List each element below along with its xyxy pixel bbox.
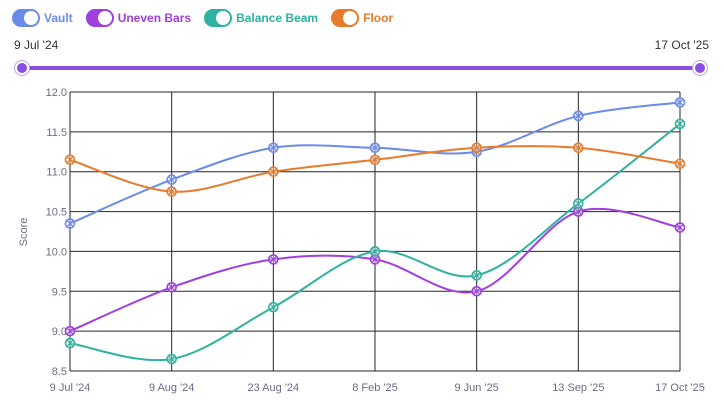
toggle-switch-icon[interactable] (85, 9, 114, 27)
x-tick-label: 9 Aug '24 (149, 382, 195, 394)
data-point-vault[interactable] (166, 174, 177, 185)
data-point-vault[interactable] (64, 218, 76, 229)
data-point-uneven-bars[interactable] (471, 285, 482, 297)
data-point-balance-beam[interactable] (268, 301, 279, 313)
range-end-handle[interactable] (693, 61, 707, 75)
data-point-uneven-bars[interactable] (674, 222, 686, 233)
data-point-balance-beam[interactable] (674, 118, 686, 130)
axes: 12.0 11.5 11.0 10.5 10.0 9.5 9.0 8.5 9 Jul '24 9 … (46, 87, 705, 394)
y-tick-label: 12.0 (46, 87, 67, 99)
data-point-uneven-bars[interactable] (369, 254, 381, 265)
range-slider-track[interactable] (22, 66, 700, 70)
legend-label: Balance Beam (236, 11, 319, 25)
y-tick-label: 11.0 (46, 167, 67, 179)
data-point-uneven-bars[interactable] (573, 206, 584, 217)
legend-label: Vault (44, 11, 73, 25)
data-point-balance-beam[interactable] (64, 337, 76, 349)
y-tick-label: 10.5 (46, 207, 67, 219)
series-layer (64, 97, 686, 365)
toggle-switch-icon[interactable] (12, 9, 40, 27)
data-point-floor[interactable] (674, 158, 686, 170)
data-point-vault[interactable] (674, 97, 686, 108)
range-start-label: 9 Jul '24 (14, 38, 59, 52)
legend-item-vault[interactable]: Vault (12, 9, 73, 27)
data-point-uneven-bars[interactable] (268, 254, 279, 265)
data-point-balance-beam[interactable] (166, 353, 177, 365)
legend-item-floor[interactable]: Floor (331, 9, 393, 27)
data-point-vault[interactable] (268, 142, 279, 154)
data-point-floor[interactable] (369, 154, 381, 166)
data-point-balance-beam[interactable] (573, 198, 584, 209)
x-tick-label: 9 Jul '24 (50, 382, 91, 394)
y-tick-label: 9.5 (52, 286, 67, 298)
range-end-label: 17 Oct '25 (654, 38, 709, 52)
x-tick-label: 9 Jun '25 (455, 382, 499, 394)
legend-label: Uneven Bars (117, 11, 192, 25)
data-point-vault[interactable] (573, 110, 584, 122)
legend-item-uneven-bars[interactable]: Uneven Bars (85, 9, 192, 27)
grid (69, 91, 681, 372)
y-tick-label: 11.5 (46, 127, 67, 139)
x-tick-label: 17 Oct '25 (655, 382, 705, 394)
y-tick-label: 9.0 (52, 326, 67, 338)
y-axis-title: Score (18, 218, 30, 247)
data-point-floor[interactable] (64, 154, 76, 166)
data-point-floor[interactable] (268, 166, 279, 178)
toggle-switch-icon[interactable] (204, 9, 233, 27)
legend: Vault Uneven Bars Balance Beam Floor (12, 7, 406, 29)
range-start-handle[interactable] (15, 61, 29, 75)
data-point-balance-beam[interactable] (471, 270, 482, 281)
y-tick-label: 10.0 (46, 246, 67, 258)
data-point-floor[interactable] (471, 142, 482, 154)
x-tick-label: 13 Sep '25 (552, 382, 604, 394)
data-point-uneven-bars[interactable] (166, 281, 177, 293)
x-tick-label: 8 Feb '25 (352, 382, 398, 394)
toggle-switch-icon[interactable] (331, 9, 360, 27)
y-tick-label: 8.5 (52, 366, 67, 378)
legend-item-balance-beam[interactable]: Balance Beam (204, 9, 318, 27)
x-tick-label: 23 Aug '24 (248, 382, 300, 394)
data-point-floor[interactable] (573, 142, 584, 154)
data-point-floor[interactable] (166, 186, 177, 197)
data-point-balance-beam[interactable] (369, 246, 381, 257)
data-point-uneven-bars[interactable] (64, 325, 76, 337)
data-point-vault[interactable] (369, 142, 381, 154)
legend-label: Floor (363, 11, 394, 25)
